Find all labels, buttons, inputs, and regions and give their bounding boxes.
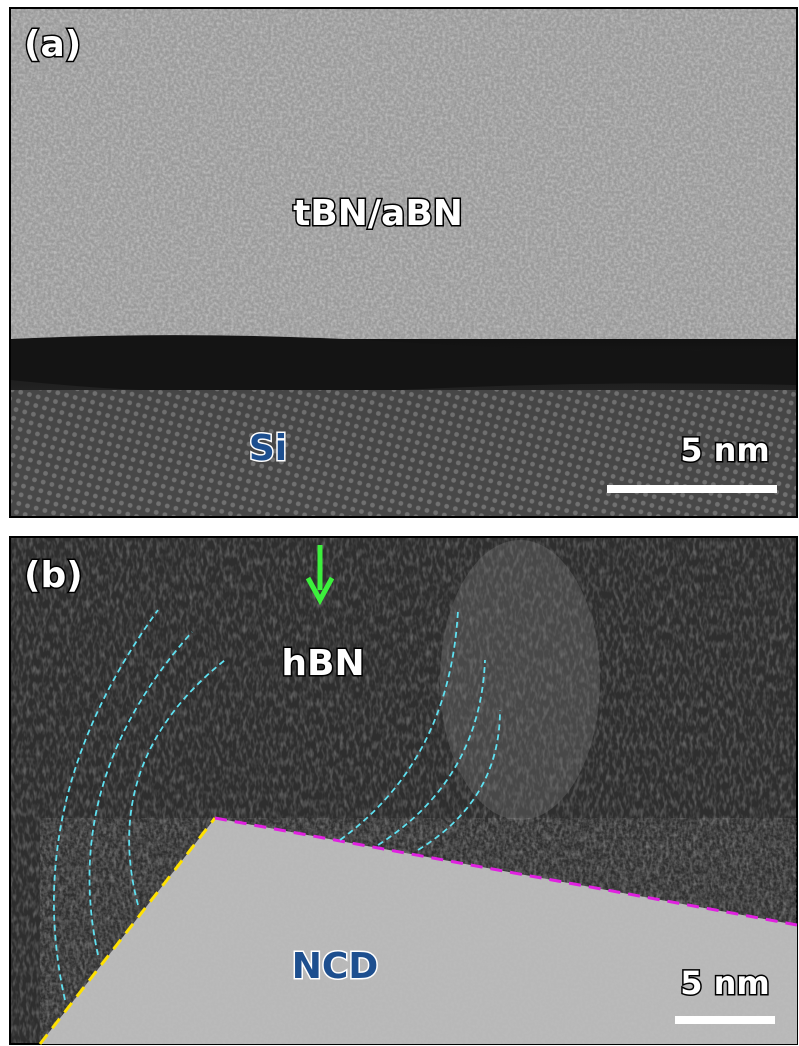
substrate-label: NCD bbox=[292, 946, 378, 987]
figure: (a) tBN/aBN Si 5 nm (b) hBN NCD 5 nm bbox=[0, 0, 799, 1046]
substrate-label: Si bbox=[249, 428, 287, 469]
scale-bar-label: 5 nm bbox=[680, 431, 770, 469]
layer-label: hBN bbox=[281, 643, 364, 684]
layer-label: tBN/aBN bbox=[293, 193, 463, 234]
amorphous-texture bbox=[11, 9, 796, 339]
si-lattice bbox=[11, 390, 796, 516]
scale-bar-label: 5 nm bbox=[680, 964, 770, 1002]
panel-b: (b) hBN NCD 5 nm bbox=[10, 537, 797, 1044]
panel-label: (b) bbox=[24, 555, 83, 596]
bright-region bbox=[440, 540, 600, 820]
panel-a: (a) tBN/aBN Si 5 nm bbox=[10, 8, 797, 517]
panel-label: (a) bbox=[24, 24, 81, 65]
